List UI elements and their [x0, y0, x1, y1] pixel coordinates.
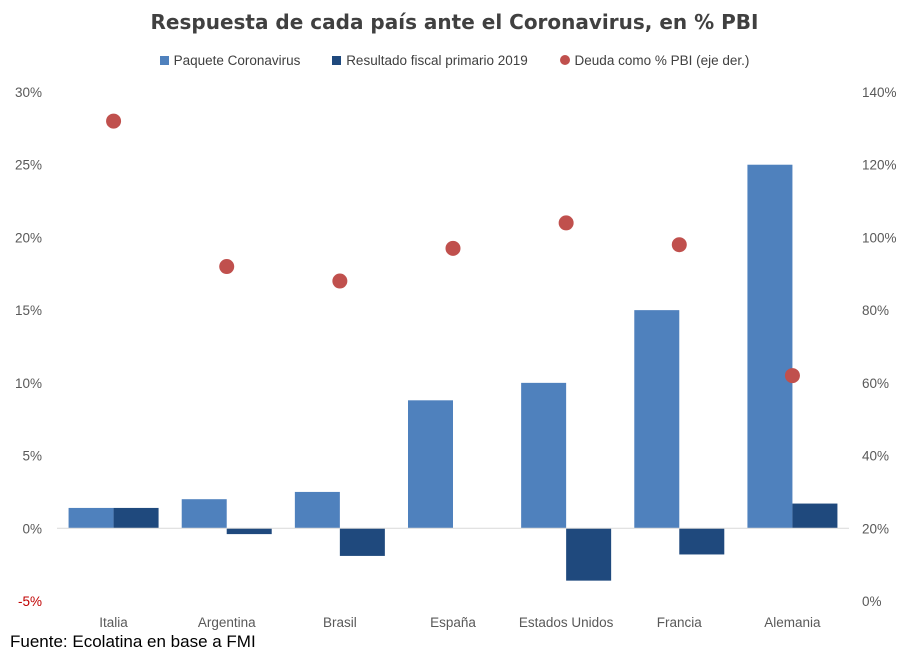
chart-title: Respuesta de cada país ante el Coronavir… — [150, 10, 759, 34]
legend-swatch-paquete — [159, 55, 169, 65]
point-deuda — [106, 113, 122, 129]
right-tick-label: 120% — [862, 158, 897, 173]
bar-resultado — [792, 503, 838, 529]
legend-label-resultado: Resultado fiscal primario 2019 — [346, 52, 528, 68]
bar-paquete — [68, 507, 114, 529]
point-deuda — [784, 368, 800, 384]
point-deuda — [671, 237, 687, 253]
point-deuda — [219, 259, 235, 275]
left-axis-ticks: -5% 0% 5% 10% 15% 20% 25% 30% — [15, 85, 42, 609]
legend-label-deuda: Deuda como % PBI (eje der.) — [574, 52, 750, 68]
category-label: Brasil — [323, 615, 357, 630]
bar-paquete — [521, 382, 567, 529]
right-tick-label: 0% — [862, 594, 882, 609]
category-labels: Italia Argentina Brasil España Estados Unido… — [99, 615, 821, 630]
legend-item-resultado: Resultado fiscal primario 2019 — [332, 53, 528, 68]
legend-label-paquete: Paquete Coronavirus — [173, 52, 301, 68]
category-label: Argentina — [198, 615, 256, 630]
left-tick-label: 20% — [15, 230, 42, 245]
bar-resultado — [566, 528, 612, 581]
category-label: Estados Unidos — [519, 615, 614, 630]
right-axis-ticks: 0% 20% 40% 60% 80% 100% 120% 140% — [862, 85, 897, 609]
legend-item-deuda: Deuda como % PBI (eje der.) — [559, 52, 750, 68]
bar-paquete — [634, 310, 680, 529]
point-deuda — [332, 273, 348, 289]
bar-resultado — [226, 528, 272, 535]
left-tick-label: -5% — [18, 594, 42, 609]
left-tick-label: 10% — [15, 376, 42, 391]
legend-swatch-deuda — [559, 55, 570, 66]
category-label: Italia — [99, 615, 128, 630]
right-tick-label: 140% — [862, 85, 897, 100]
bar-resultado — [679, 528, 725, 555]
bars — [68, 164, 838, 581]
legend-swatch-resultado — [332, 55, 342, 65]
bar-resultado — [113, 507, 159, 529]
bar-paquete — [294, 491, 340, 529]
left-tick-label: 25% — [15, 158, 42, 173]
debt-points — [106, 113, 800, 384]
bar-paquete — [181, 499, 227, 529]
left-tick-label: 5% — [22, 449, 42, 464]
category-label: España — [430, 615, 476, 630]
right-tick-label: 100% — [862, 230, 897, 245]
bar-resultado — [339, 528, 385, 556]
bar-paquete — [747, 164, 793, 529]
point-deuda — [558, 215, 574, 231]
right-tick-label: 20% — [862, 521, 889, 536]
source-note: Fuente: Ecolatina en base a FMI — [10, 632, 256, 651]
category-label: Francia — [657, 615, 703, 630]
left-tick-label: 30% — [15, 85, 42, 100]
legend: Paquete Coronavirus Resultado fiscal pri… — [0, 52, 909, 68]
left-tick-label: 0% — [22, 521, 42, 536]
right-tick-label: 60% — [862, 376, 889, 391]
legend-item-paquete: Paquete Coronavirus — [159, 52, 301, 68]
left-tick-label: 15% — [15, 303, 42, 318]
right-tick-label: 40% — [862, 449, 889, 464]
category-label: Alemania — [764, 615, 821, 630]
point-deuda — [445, 240, 461, 256]
bar-paquete — [408, 400, 453, 529]
right-tick-label: 80% — [862, 303, 889, 318]
